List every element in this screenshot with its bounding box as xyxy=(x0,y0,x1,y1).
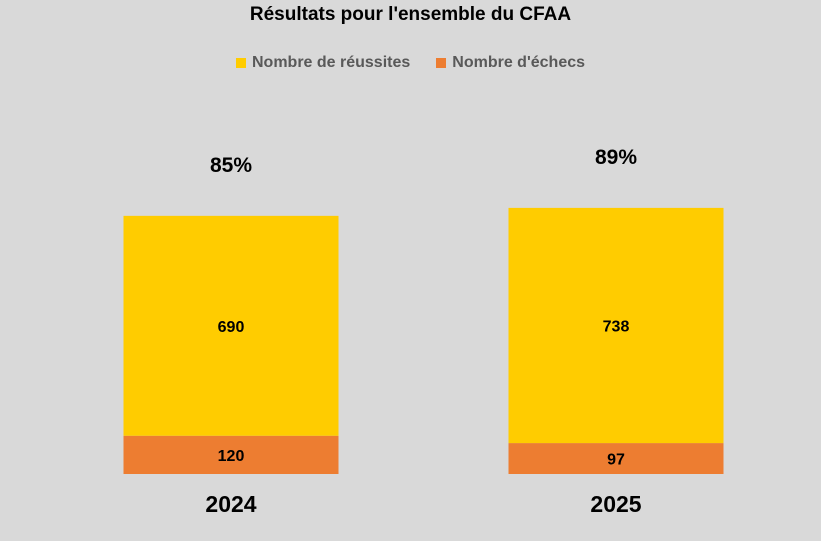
percent-label-2025: 89% xyxy=(595,146,637,169)
legend: Nombre de réussites Nombre d'échecs xyxy=(0,54,821,72)
legend-item-reussites: Nombre de réussites xyxy=(235,54,411,72)
legend-swatch-reussites xyxy=(235,58,246,68)
legend-label-reussites: Nombre de réussites xyxy=(251,54,411,71)
data-label-reussites-2025: 738 xyxy=(603,318,630,335)
bar-reussites-2024 xyxy=(123,215,339,436)
data-label-echecs-2025: 97 xyxy=(607,452,625,469)
bar-echecs-2024 xyxy=(123,435,339,474)
legend-item-echecs: Nombre d'échecs xyxy=(436,54,585,72)
legend-label-echecs: Nombre d'échecs xyxy=(452,54,586,71)
x-tick-label-2024: 2024 xyxy=(205,491,256,517)
bar-echecs-2025 xyxy=(508,443,724,474)
data-label-echecs-2024: 120 xyxy=(218,448,245,465)
x-tick-label-2025: 2025 xyxy=(590,491,641,517)
percent-label-2024: 85% xyxy=(210,154,252,177)
chart-title: Résultats pour l'ensemble du CFAA xyxy=(249,4,572,25)
data-label-reussites-2024: 690 xyxy=(218,319,245,336)
bar-reussites-2025 xyxy=(508,207,724,444)
legend-swatch-echecs xyxy=(436,58,447,68)
